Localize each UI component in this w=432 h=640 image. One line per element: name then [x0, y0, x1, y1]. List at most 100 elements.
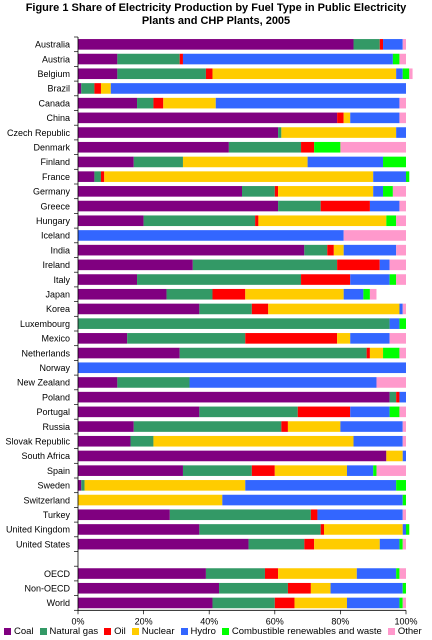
- bar-india-other: [396, 244, 406, 256]
- category-label-czech-republic: Czech Republic: [7, 128, 71, 138]
- category-label-united-states: United States: [16, 539, 71, 549]
- x-tick-label: 60%: [266, 616, 284, 626]
- bar-turkey-coal: [78, 509, 170, 521]
- legend-label: Hydro: [190, 625, 216, 637]
- category-label-netherlands: Netherlands: [21, 348, 70, 358]
- category-label-greece: Greece: [40, 201, 70, 211]
- legend-swatch: [131, 627, 139, 635]
- bar-world-coal: [78, 597, 213, 609]
- bar-switzerland-hydro: [222, 494, 403, 506]
- category-label-portugal: Portugal: [36, 407, 70, 417]
- bar-japan-coal: [78, 288, 167, 300]
- category-label-belgium: Belgium: [37, 69, 70, 79]
- bar-japan-oil: [212, 288, 246, 300]
- bar-luxembourg-natural-gas: [78, 318, 390, 329]
- bar-ireland-natural-gas: [192, 259, 338, 271]
- bar-hungary-oil: [255, 215, 259, 227]
- bar-brazil-nuclear: [100, 83, 111, 94]
- bar-austria-other: [399, 53, 406, 65]
- bar-spain-hydro: [346, 465, 374, 476]
- bar-united-states-oil: [304, 538, 315, 550]
- bar-united-kingdom-oil: [320, 524, 324, 535]
- category-label-denmark: Denmark: [33, 142, 70, 152]
- bar-austria-oil: [179, 53, 183, 65]
- bar-india-coal: [78, 244, 305, 256]
- bar-russia-other: [402, 421, 406, 432]
- bar-world-nuclear: [294, 597, 347, 609]
- bar-italy-hydro: [350, 274, 390, 285]
- bar-mexico-natural-gas: [127, 333, 246, 344]
- category-label-italy: Italy: [53, 275, 70, 285]
- bar-china-hydro: [350, 112, 400, 124]
- bar-non-oecd-natural-gas: [219, 582, 288, 594]
- legend-item-oil: Oil: [104, 626, 126, 637]
- bar-world-combustible-renewables-and-waste: [399, 597, 403, 609]
- bar-non-oecd-coal: [78, 582, 220, 594]
- bar-netherlands-oil: [366, 347, 370, 359]
- bar-denmark-other: [340, 141, 406, 153]
- bar-germany-other: [392, 186, 406, 197]
- bar-belgium-oil: [205, 68, 213, 80]
- bar-belgium-natural-gas: [117, 68, 206, 80]
- bar-portugal-combustible-renewables-and-waste: [389, 406, 400, 418]
- bar-slovak-republic-nuclear: [153, 435, 354, 447]
- legend-label: Coal: [14, 625, 34, 637]
- bar-canada-oil: [153, 97, 164, 109]
- bar-belgium-combustible-renewables-and-waste: [402, 68, 410, 80]
- category-label-austria: Austria: [42, 54, 70, 64]
- bar-hungary-other: [396, 215, 406, 227]
- bar-australia-hydro: [383, 39, 403, 50]
- bar-world-hydro: [346, 597, 400, 609]
- bar-korea-other: [402, 303, 406, 315]
- chart-title: Figure 1 Share of Electricity Production…: [0, 2, 432, 28]
- bar-luxembourg-combustible-renewables-and-waste: [399, 318, 406, 329]
- bar-australia-other: [402, 39, 406, 50]
- bar-korea-hydro: [399, 303, 403, 315]
- category-label-south-africa: South Africa: [21, 451, 70, 461]
- bar-china-coal: [78, 112, 338, 124]
- legend-item-nuclear: Nuclear: [131, 626, 175, 637]
- bar-ireland-coal: [78, 259, 193, 271]
- category-label-brazil: Brazil: [47, 84, 70, 94]
- legend-swatch: [180, 627, 188, 635]
- bar-netherlands-natural-gas: [179, 347, 367, 359]
- bar-sweden-natural-gas: [81, 480, 85, 491]
- x-axis: 0% 20% 40% 60% 80% 100%: [71, 36, 418, 626]
- legend: Coal Natural gas Oil Nuclear Hydro Combustibl…: [4, 625, 430, 637]
- category-label-ireland: Ireland: [42, 260, 70, 270]
- bar-finland-natural-gas: [133, 156, 183, 168]
- bar-canada-nuclear: [163, 97, 216, 109]
- category-label-new-zealand: New Zealand: [17, 378, 70, 388]
- bar-slovak-republic-coal: [78, 435, 131, 447]
- bar-greece-other: [399, 200, 406, 212]
- legend-item-hydro: Hydro: [180, 625, 216, 637]
- bar-hungary-coal: [78, 215, 144, 227]
- bar-finland-coal: [78, 156, 134, 168]
- bar-united-kingdom-natural-gas: [199, 524, 321, 535]
- bar-poland-coal: [78, 391, 390, 403]
- bar-slovak-republic-other: [402, 435, 406, 447]
- bar-united-states-combustible-renewables-and-waste: [399, 538, 403, 550]
- bar-united-states-hydro: [379, 538, 400, 550]
- bar-russia-nuclear: [287, 421, 341, 432]
- legend-swatch: [221, 627, 229, 635]
- legend-swatch: [39, 627, 47, 635]
- bar-austria-natural-gas: [117, 53, 180, 65]
- bar-france-nuclear: [104, 171, 374, 182]
- bar-world-other: [402, 597, 406, 609]
- bar-finland-combustible-renewables-and-waste: [383, 156, 406, 168]
- bar-belgium-other: [409, 68, 413, 80]
- bar-india-nuclear: [333, 244, 344, 256]
- category-label-india: India: [50, 245, 70, 255]
- category-label-switzerland: Switzerland: [23, 495, 70, 505]
- bar-united-states-natural-gas: [248, 538, 305, 550]
- bar-turkey-natural-gas: [169, 509, 311, 521]
- bar-austria-combustible-renewables-and-waste: [392, 53, 400, 65]
- bar-india-natural-gas: [304, 244, 328, 256]
- bar-mexico-other: [389, 333, 406, 344]
- bar-france-natural-gas: [94, 171, 101, 182]
- category-label-non-oecd: Non-OECD: [24, 583, 70, 593]
- bar-spain-combustible-renewables-and-waste: [373, 465, 377, 476]
- bar-south-africa-nuclear: [386, 450, 403, 462]
- bar-denmark-natural-gas: [228, 141, 302, 153]
